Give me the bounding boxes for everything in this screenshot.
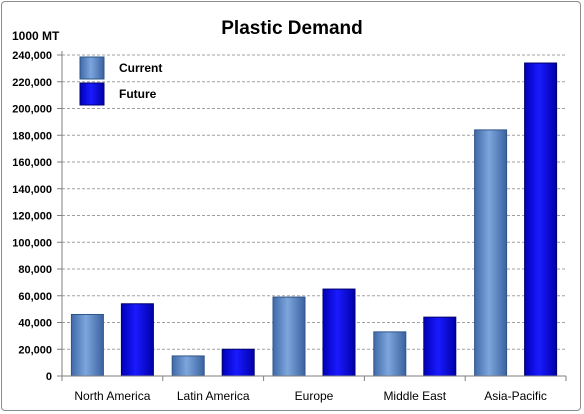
- axes: [57, 51, 567, 381]
- x-tick-label: Middle East: [383, 389, 446, 403]
- legend-label-current: Current: [119, 61, 162, 75]
- y-tick-label: 100,000: [12, 237, 52, 249]
- y-tick-label: 220,000: [12, 77, 52, 89]
- x-tick-label: Europe: [295, 389, 334, 403]
- legend-label-future: Future: [119, 87, 157, 101]
- bar-current-1: [171, 355, 205, 377]
- bar-future-4: [524, 62, 558, 377]
- legend-swatch-current: [79, 56, 105, 80]
- bar-current-2: [272, 296, 306, 377]
- y-tick-label: 20,000: [18, 344, 52, 356]
- bar-current-3: [373, 331, 407, 377]
- y-tick-label: 120,000: [12, 211, 52, 223]
- bar-current-0: [70, 313, 104, 377]
- x-tick-label: North America: [74, 389, 150, 403]
- x-tick-label: Asia-Pacific: [484, 389, 547, 403]
- bar-future-1: [221, 348, 255, 377]
- legend-swatch-future: [79, 82, 105, 106]
- chart-title: Plastic Demand: [221, 18, 363, 39]
- bar-future-3: [423, 316, 457, 377]
- y-tick-label: 240,000: [12, 50, 52, 62]
- legend: Current Future: [79, 56, 162, 106]
- y-tick-label: 0: [46, 371, 52, 383]
- bars: [70, 62, 558, 377]
- y-tick-labels: 0 20,000 40,000 60,000 80,000 100,000 120,000 1…: [12, 50, 52, 383]
- y-tick-label: 180,000: [12, 130, 52, 142]
- y-tick-label: 40,000: [18, 318, 52, 330]
- bar-future-2: [322, 288, 356, 377]
- y-tick-label: 200,000: [12, 104, 52, 116]
- y-tick-label: 160,000: [12, 157, 52, 169]
- bar-current-4: [474, 129, 508, 377]
- y-tick-label: 140,000: [12, 184, 52, 196]
- y-axis-label: 1000 MT: [12, 29, 60, 43]
- bar-future-0: [120, 303, 154, 377]
- y-tick-label: 60,000: [18, 291, 52, 303]
- category-labels: North America Latin America Europe Middle E…: [74, 389, 547, 403]
- x-tick-label: Latin America: [177, 389, 250, 403]
- y-tick-label: 80,000: [18, 264, 52, 276]
